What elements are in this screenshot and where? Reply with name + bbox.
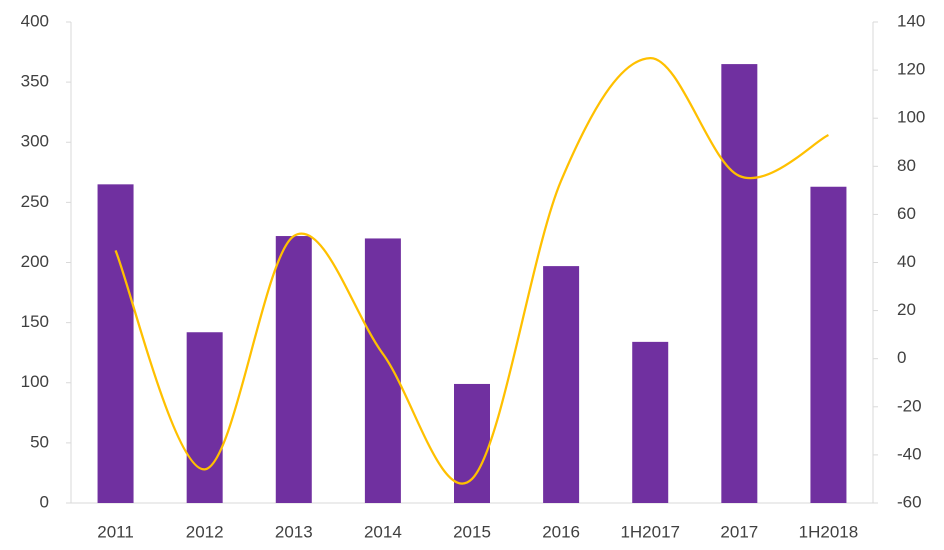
y2-tick-label: 140 (897, 11, 925, 30)
y2-tick-label: 100 (897, 108, 925, 127)
y2-tick-label: -20 (897, 396, 922, 415)
y2-tick-label: 60 (897, 204, 916, 223)
x-tick-label: 1H2017 (620, 522, 680, 541)
y-tick-label: 150 (21, 312, 49, 331)
x-tick-label: 2015 (453, 522, 491, 541)
y2-tick-label: 0 (897, 348, 906, 367)
bar (275, 236, 312, 504)
bar (186, 332, 223, 503)
x-tick-label: 2013 (275, 522, 313, 541)
y-tick-label: 250 (21, 192, 49, 211)
x-tick-label: 2014 (364, 522, 402, 541)
bar (810, 186, 847, 503)
bar (97, 184, 134, 503)
y-tick-label: 300 (21, 132, 49, 151)
y2-tick-label: 20 (897, 300, 916, 319)
y2-tick-label: -40 (897, 444, 922, 463)
bar (543, 266, 580, 503)
bar (632, 341, 669, 503)
x-tick-label: 2012 (186, 522, 224, 541)
bar (454, 383, 490, 503)
y-tick-label: 350 (21, 72, 49, 91)
bar (364, 238, 401, 503)
y2-tick-label: 80 (897, 156, 916, 175)
x-tick-label: 1H2018 (799, 522, 859, 541)
x-tick-label: 2017 (720, 522, 758, 541)
y-tick-label: 400 (21, 11, 49, 30)
y-tick-label: 50 (30, 432, 49, 451)
y2-tick-label: -60 (897, 492, 922, 511)
y2-tick-label: 120 (897, 60, 925, 79)
x-tick-label: 2016 (542, 522, 580, 541)
y2-tick-label: 40 (897, 252, 916, 271)
line (114, 56, 829, 485)
y-tick-label: 200 (21, 252, 49, 271)
y-tick-label: 100 (21, 372, 49, 391)
y-tick-label: 0 (40, 492, 49, 511)
x-tick-label: 2011 (97, 522, 134, 541)
bar (721, 64, 758, 504)
